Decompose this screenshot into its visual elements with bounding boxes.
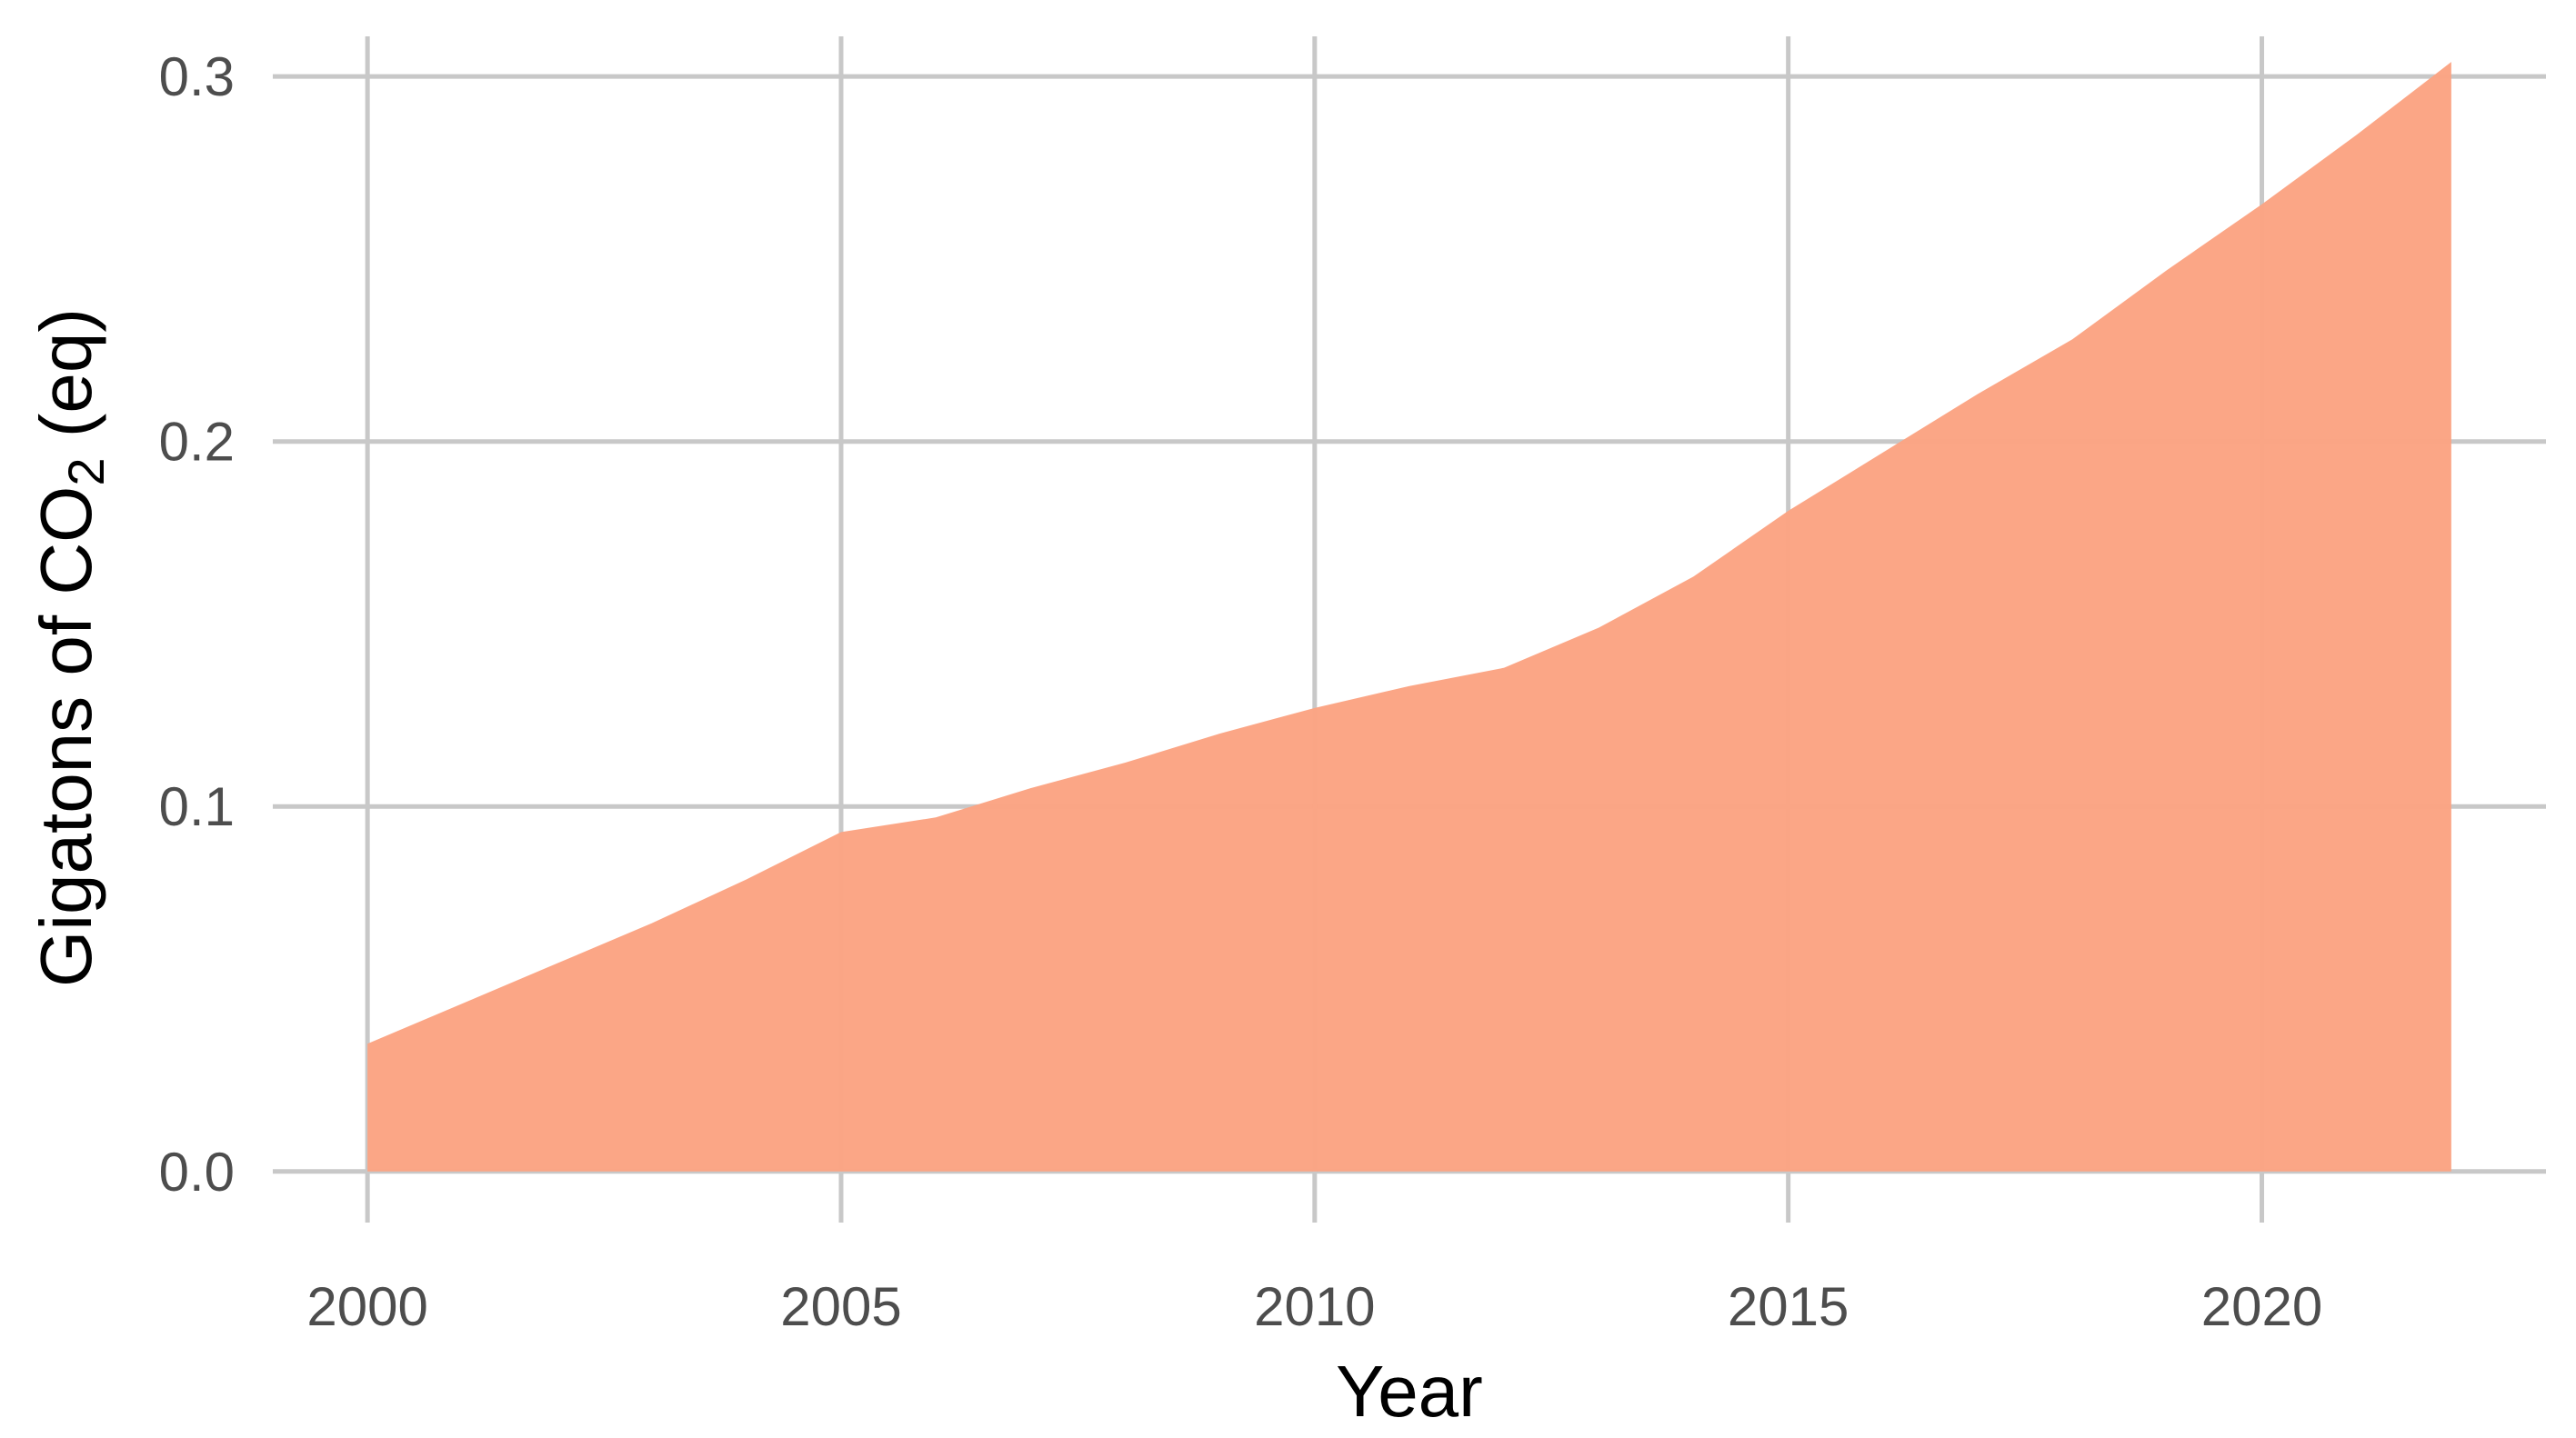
x-axis-title: Year (1336, 1351, 1483, 1432)
area-layer (367, 62, 2451, 1172)
y-tick-label-0: 0.0 (159, 1142, 235, 1203)
x-tick-label-0: 2000 (306, 1276, 427, 1337)
x-tick-label-1: 2005 (780, 1276, 901, 1337)
x-tick-label-2: 2010 (1254, 1276, 1375, 1337)
area-series (367, 62, 2451, 1172)
y-axis-title-subscript: 2 (57, 457, 115, 485)
y-axis-title: Gigatons of CO2 (eq) (25, 308, 115, 987)
x-axis-tick-labels: 2000 2005 2010 2015 2020 (306, 1276, 2322, 1337)
y-tick-label-1: 0.1 (159, 776, 235, 837)
y-tick-label-3: 0.3 (159, 46, 235, 107)
x-tick-label-3: 2015 (1728, 1276, 1849, 1337)
x-tick-label-4: 2020 (2201, 1276, 2322, 1337)
y-axis-title-suffix: (eq) (25, 308, 106, 458)
y-tick-label-2: 0.2 (159, 412, 235, 473)
y-axis-title-prefix: Gigatons of CO (25, 486, 106, 987)
y-axis-tick-labels: 0.0 0.1 0.2 0.3 (159, 46, 235, 1203)
